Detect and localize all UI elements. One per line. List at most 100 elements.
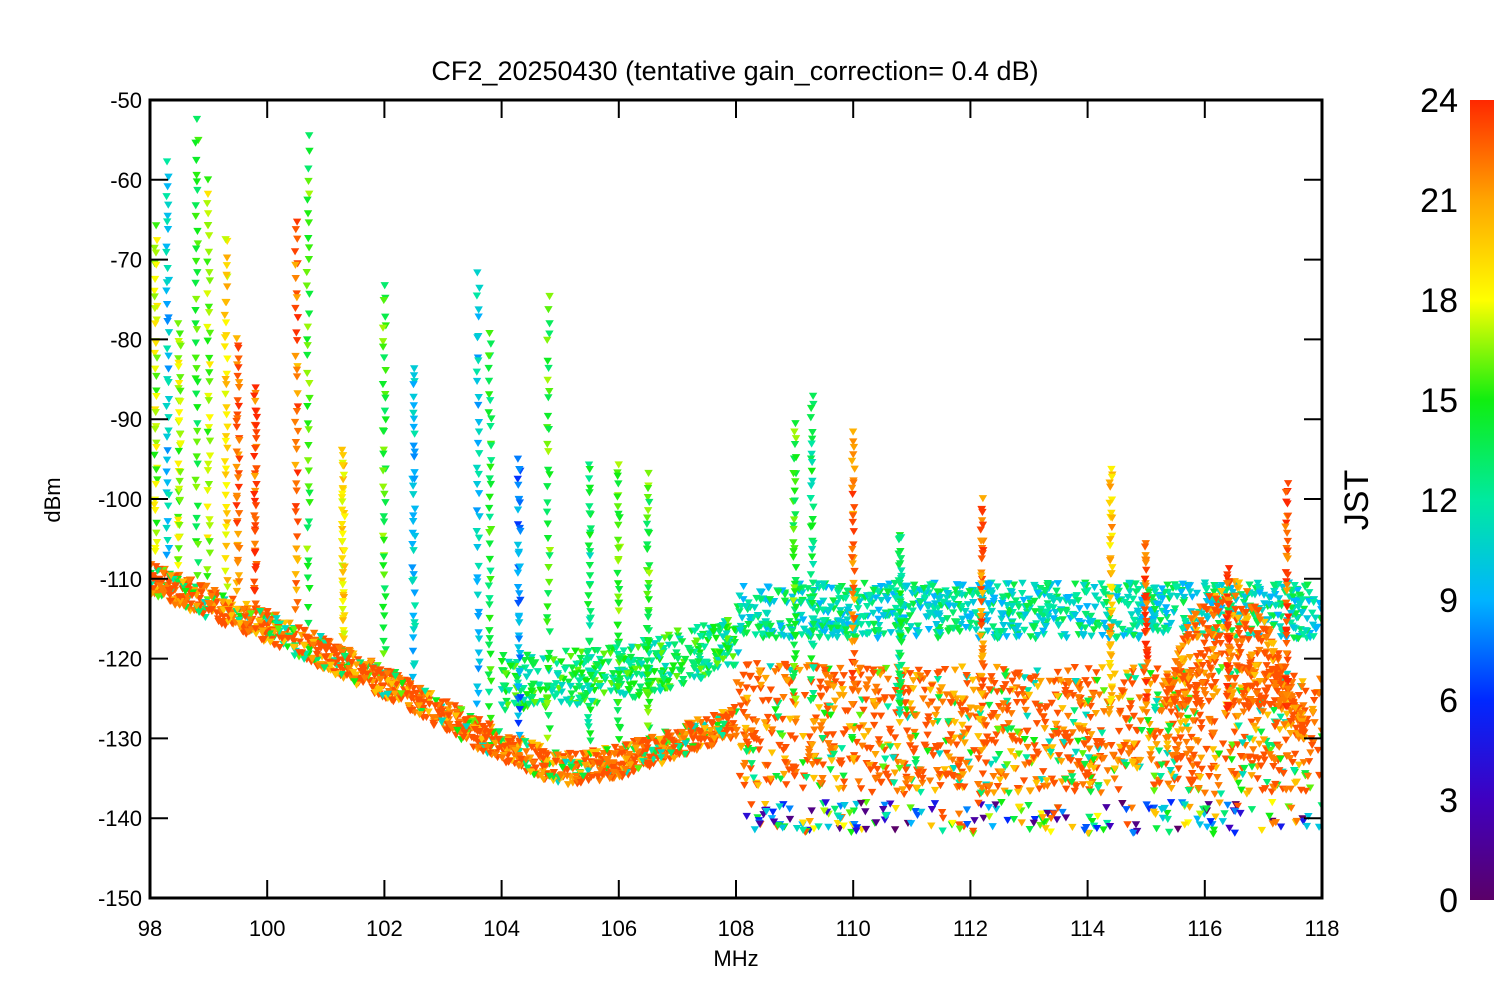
data-point <box>1046 828 1055 836</box>
data-point <box>562 772 572 780</box>
data-point <box>151 320 160 328</box>
data-point <box>1227 627 1237 635</box>
data-point <box>163 479 172 487</box>
data-point <box>839 772 848 780</box>
data-point <box>788 627 797 635</box>
data-point <box>776 775 785 783</box>
data-point <box>603 770 612 778</box>
data-point <box>482 744 492 752</box>
data-point <box>931 711 940 719</box>
data-point <box>755 623 764 631</box>
data-point <box>1030 815 1040 824</box>
data-point <box>1122 806 1131 814</box>
data-point <box>819 583 828 592</box>
data-point <box>995 776 1005 784</box>
data-point <box>827 757 836 765</box>
data-point <box>564 678 573 686</box>
data-point <box>852 827 861 835</box>
data-point <box>1276 755 1285 763</box>
data-point <box>659 675 668 683</box>
data-point <box>305 645 315 653</box>
data-point <box>1190 610 1199 618</box>
data-point <box>1160 624 1169 632</box>
data-point <box>203 428 212 436</box>
data-point <box>1107 692 1116 700</box>
data-point <box>1193 761 1202 769</box>
data-point <box>315 641 325 649</box>
data-point <box>291 275 300 283</box>
data-point <box>623 670 632 678</box>
data-point <box>709 711 718 720</box>
data-point <box>192 178 202 186</box>
data-point <box>270 628 279 636</box>
data-point <box>1174 689 1183 698</box>
data-point <box>1054 730 1063 738</box>
data-point <box>747 727 757 735</box>
data-point <box>854 593 863 601</box>
data-point <box>923 731 932 739</box>
data-point <box>187 591 197 600</box>
data-point <box>826 624 836 632</box>
data-point <box>954 810 964 818</box>
data-point <box>368 683 377 691</box>
data-point <box>722 713 732 721</box>
data-point <box>946 699 955 707</box>
data-point <box>1029 737 1039 745</box>
data-point <box>1214 583 1223 591</box>
data-point <box>1209 612 1218 620</box>
data-point <box>1008 677 1017 685</box>
data-point <box>1250 722 1259 730</box>
data-point <box>1270 680 1280 688</box>
data-point <box>506 662 515 671</box>
data-point <box>566 682 575 691</box>
data-point <box>304 177 313 185</box>
data-point <box>790 735 799 743</box>
data-point <box>989 789 999 797</box>
data-point <box>709 628 718 636</box>
data-point <box>1061 775 1070 784</box>
data-point <box>1041 718 1050 726</box>
data-point <box>162 158 172 166</box>
data-point <box>663 729 672 737</box>
data-point <box>191 257 201 266</box>
data-point <box>952 741 961 749</box>
data-point <box>771 634 781 642</box>
data-point <box>191 339 200 347</box>
data-point <box>293 390 302 398</box>
data-point <box>1268 657 1277 665</box>
data-point <box>205 277 215 285</box>
data-point <box>1217 664 1227 672</box>
data-point <box>557 681 567 690</box>
data-point <box>1022 728 1032 736</box>
data-point <box>221 523 231 531</box>
data-point <box>906 734 915 742</box>
data-point <box>736 702 746 710</box>
data-point <box>223 444 232 452</box>
data-point <box>1189 751 1199 759</box>
data-point <box>1253 583 1263 592</box>
data-point <box>1245 735 1254 743</box>
data-point <box>572 777 582 785</box>
data-point <box>877 596 886 605</box>
data-point <box>722 639 732 647</box>
data-point <box>613 650 622 659</box>
data-point <box>527 687 536 695</box>
data-point <box>610 743 620 751</box>
data-point <box>661 662 670 670</box>
data-point <box>304 244 314 252</box>
data-point <box>719 720 729 728</box>
data-point <box>849 726 859 734</box>
data-point <box>1037 810 1046 818</box>
data-point <box>1156 772 1166 781</box>
data-point <box>1180 702 1190 710</box>
data-point <box>992 713 1002 721</box>
data-point <box>1123 673 1133 681</box>
data-point <box>1146 751 1155 759</box>
data-point <box>530 699 540 707</box>
data-point <box>538 767 548 775</box>
data-point <box>820 709 829 717</box>
data-point <box>1303 772 1313 781</box>
data-point <box>593 661 602 669</box>
data-point <box>556 772 565 780</box>
data-point <box>1271 780 1280 788</box>
